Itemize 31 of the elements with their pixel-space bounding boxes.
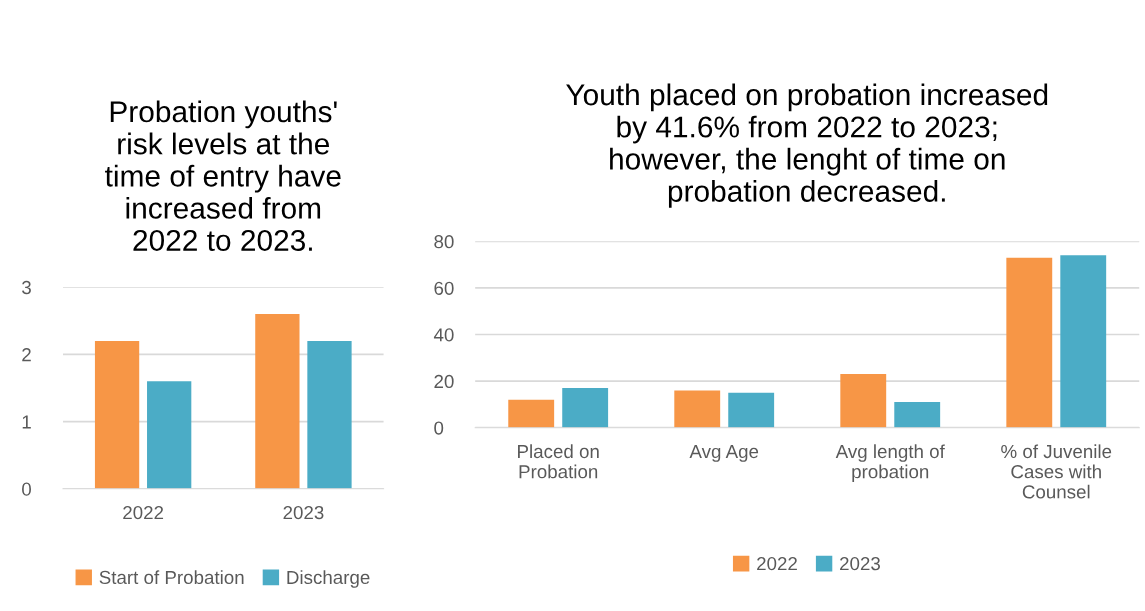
bar xyxy=(1060,255,1107,428)
y-tick-label: 40 xyxy=(433,328,454,342)
bar xyxy=(894,402,941,428)
y-tick-label: 0 xyxy=(22,482,31,496)
x-tick-label: % of Juvenile Cases with Counsel xyxy=(1001,444,1112,499)
y-tick-label: 1 xyxy=(22,415,31,429)
chart-title: Youth placed on probation increased by 41.6% from 2022 to 2023; however, the lenght of time on probation decreased. xyxy=(566,83,1048,208)
bar xyxy=(562,388,609,428)
bar xyxy=(94,340,140,489)
chart-title: Probation youths' risk levels at the time of entry have increased from 2022 to 2023. xyxy=(105,100,341,252)
legend-label: 2023 xyxy=(840,556,880,571)
bar xyxy=(508,399,555,428)
y-tick-label: 3 xyxy=(22,280,31,295)
y-tick-label: 2 xyxy=(22,348,31,362)
x-tick-label: Avg Age xyxy=(689,445,759,462)
legend-label: 2022 xyxy=(757,556,797,571)
bar xyxy=(728,392,775,428)
bar xyxy=(255,314,300,489)
bar xyxy=(1006,257,1053,428)
bar xyxy=(674,390,721,428)
bar xyxy=(840,374,887,428)
y-tick-label: 0 xyxy=(434,421,444,435)
bar xyxy=(147,381,192,489)
x-tick-label: Avg length of probation xyxy=(835,444,945,483)
legend-label: Discharge xyxy=(287,570,370,588)
y-tick-label: 20 xyxy=(434,374,454,389)
y-tick-label: 80 xyxy=(434,235,454,249)
bar xyxy=(307,340,352,489)
x-tick-label: Placed on Probation xyxy=(518,444,599,479)
legend-label: Start of Probation xyxy=(99,570,244,585)
y-tick-label: 60 xyxy=(434,281,454,295)
